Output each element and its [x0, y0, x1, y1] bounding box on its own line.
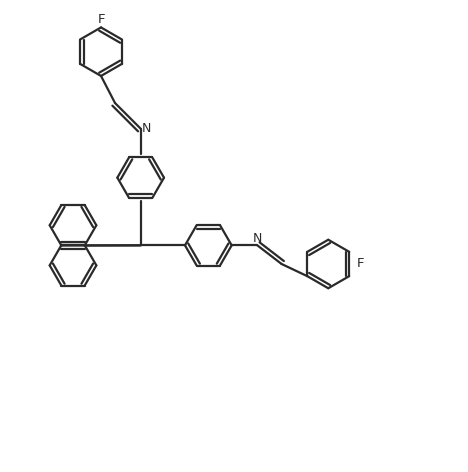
Text: F: F	[357, 258, 365, 270]
Text: N: N	[142, 122, 152, 135]
Text: F: F	[97, 13, 105, 25]
Text: N: N	[253, 232, 262, 245]
